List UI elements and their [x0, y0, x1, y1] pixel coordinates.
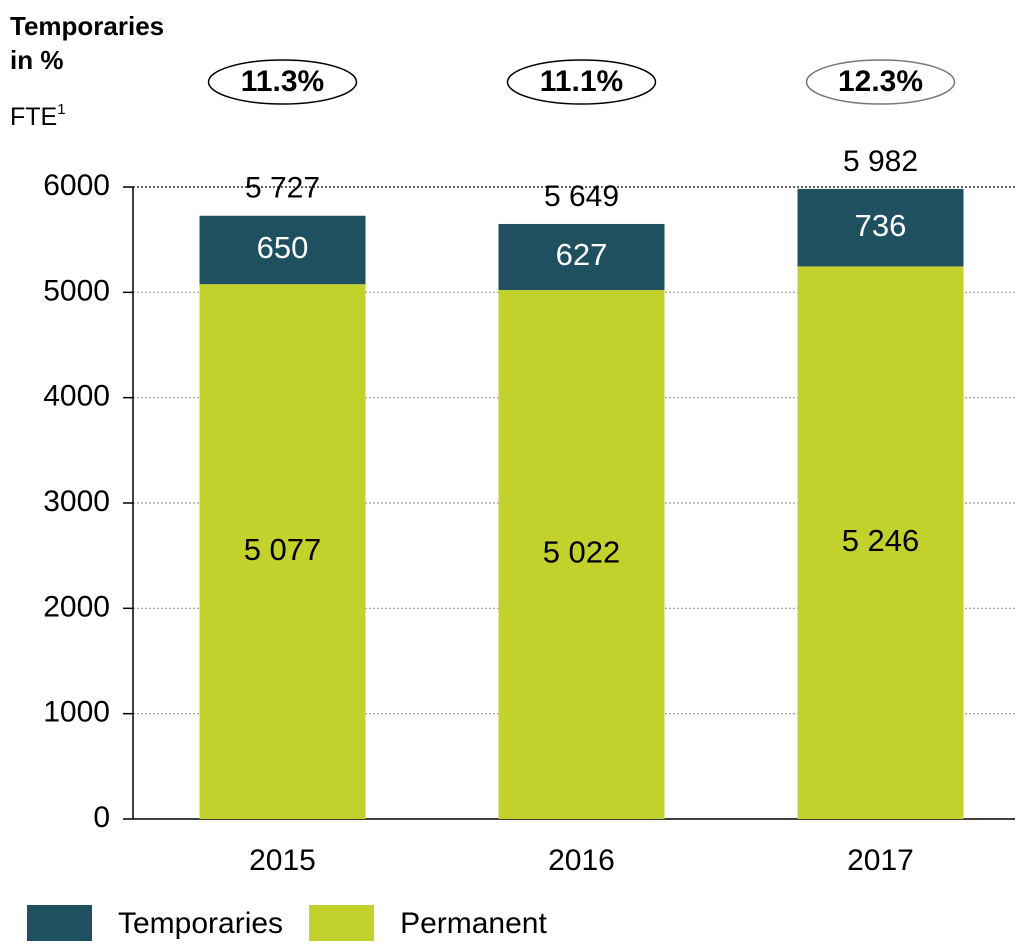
share-label: 12.3%	[838, 65, 923, 98]
value-label: 650	[257, 230, 309, 265]
value-label: 5 077	[244, 532, 322, 567]
legend-swatch	[27, 905, 92, 941]
value-label: 627	[556, 237, 608, 272]
x-tick-label: 2015	[249, 844, 316, 877]
x-tick-label: 2017	[847, 844, 914, 877]
value-label: 5 022	[543, 535, 621, 570]
y-tick-label: 6000	[43, 169, 110, 202]
y-tick-label: 3000	[43, 485, 110, 518]
bar-segment	[797, 266, 964, 819]
share-label: 11.3%	[241, 65, 324, 98]
bar-segment	[199, 215, 366, 285]
y-axis-label-text: FTE	[10, 103, 57, 131]
total-label: 5 982	[843, 145, 918, 178]
footnote-mark: 1	[57, 101, 65, 118]
y-tick-label: 4000	[43, 380, 110, 413]
share-bubble	[805, 59, 956, 105]
y-axis-label: FTE1	[10, 101, 66, 131]
bar-segment	[199, 284, 366, 819]
bar-segment	[797, 188, 964, 267]
share-bubble	[506, 59, 657, 105]
share-label-line: Temporaries	[10, 11, 164, 41]
y-tick-label: 1000	[43, 696, 110, 729]
share-label: 11.1%	[540, 65, 623, 98]
y-tick-label: 0	[93, 801, 110, 834]
total-label: 5 727	[245, 172, 320, 205]
x-tick-label: 2016	[548, 844, 615, 877]
total-label: 5 649	[544, 180, 619, 213]
bar-segment	[498, 290, 665, 819]
value-label: 736	[855, 208, 907, 243]
value-label: 5 246	[842, 523, 920, 558]
bar-segment	[498, 223, 665, 291]
legend-label: Temporaries	[118, 907, 283, 940]
share-label-line: in %	[10, 45, 63, 75]
legend-label: Permanent	[400, 907, 547, 940]
legend-swatch	[309, 905, 375, 941]
y-tick-label: 5000	[43, 274, 110, 307]
y-tick-label: 2000	[43, 590, 110, 623]
share-bubble	[207, 59, 358, 105]
